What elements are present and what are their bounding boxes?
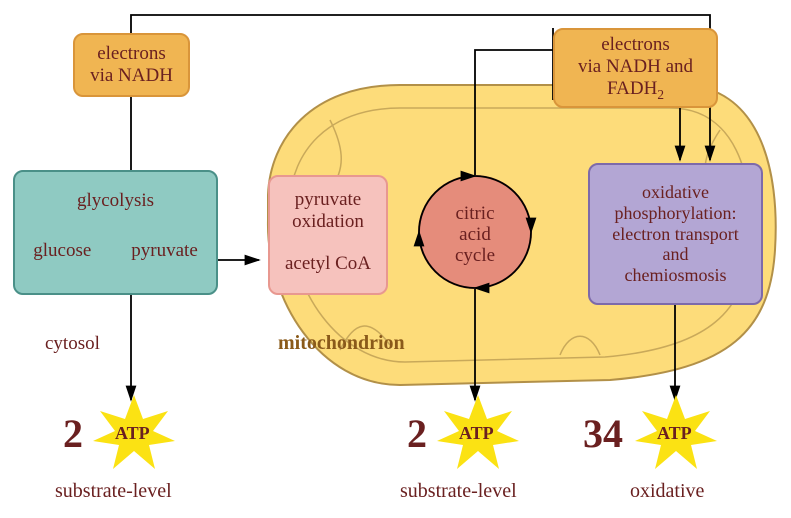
- phos-label-3: oxidative: [630, 480, 704, 503]
- phos-label-2: substrate-level: [400, 480, 517, 503]
- glycolysis-title: glycolysis: [77, 190, 154, 212]
- nadh2-line1: electrons: [601, 34, 670, 56]
- nadh2-line2: via NADH and: [578, 56, 693, 78]
- pyruvate-label: pyruvate: [131, 240, 197, 262]
- atp-num-1: 2: [63, 410, 83, 457]
- nadh-box-1: electrons via NADH: [73, 33, 190, 97]
- pyruvate-l3: acetyl CoA: [285, 253, 371, 275]
- citric-l2: acid: [445, 225, 505, 246]
- oxphos-l5: chemiosmosis: [625, 265, 727, 286]
- glucose-label: glucose: [33, 240, 91, 262]
- phos-label-1: substrate-level: [55, 480, 172, 503]
- pyruvate-l2: oxidation: [292, 211, 364, 233]
- oxphos-box: oxidative phosphorylation: electron tran…: [588, 163, 763, 305]
- atp-num-3: 34: [583, 410, 623, 457]
- oxphos-l1: oxidative: [642, 182, 709, 203]
- nadh1-line1: electrons: [97, 43, 166, 65]
- oxphos-l4: and: [663, 244, 689, 265]
- oxphos-l2: phosphorylation:: [615, 203, 737, 224]
- mitochondrion-label: mitochondrion: [278, 332, 405, 355]
- atp-num-2: 2: [407, 410, 427, 457]
- pyruvate-box: pyruvate oxidation acetyl CoA: [268, 175, 388, 295]
- atp-label-1: ATP: [115, 423, 150, 444]
- pyruvate-l1: pyruvate: [295, 189, 361, 211]
- nadh1-line2: via NADH: [90, 65, 173, 87]
- nadh-box-2: electrons via NADH and FADH2: [553, 28, 718, 108]
- atp-label-3: ATP: [657, 423, 692, 444]
- atp-label-2: ATP: [459, 423, 494, 444]
- glycolysis-box: glycolysis glucose pyruvate: [13, 170, 218, 295]
- citric-text: citric acid cycle: [445, 204, 505, 267]
- citric-l3: cycle: [445, 246, 505, 267]
- oxphos-l3: electron transport: [612, 224, 738, 245]
- nadh2-line3: FADH2: [607, 78, 664, 102]
- cytosol-label: cytosol: [45, 333, 100, 355]
- citric-l1: citric: [445, 204, 505, 225]
